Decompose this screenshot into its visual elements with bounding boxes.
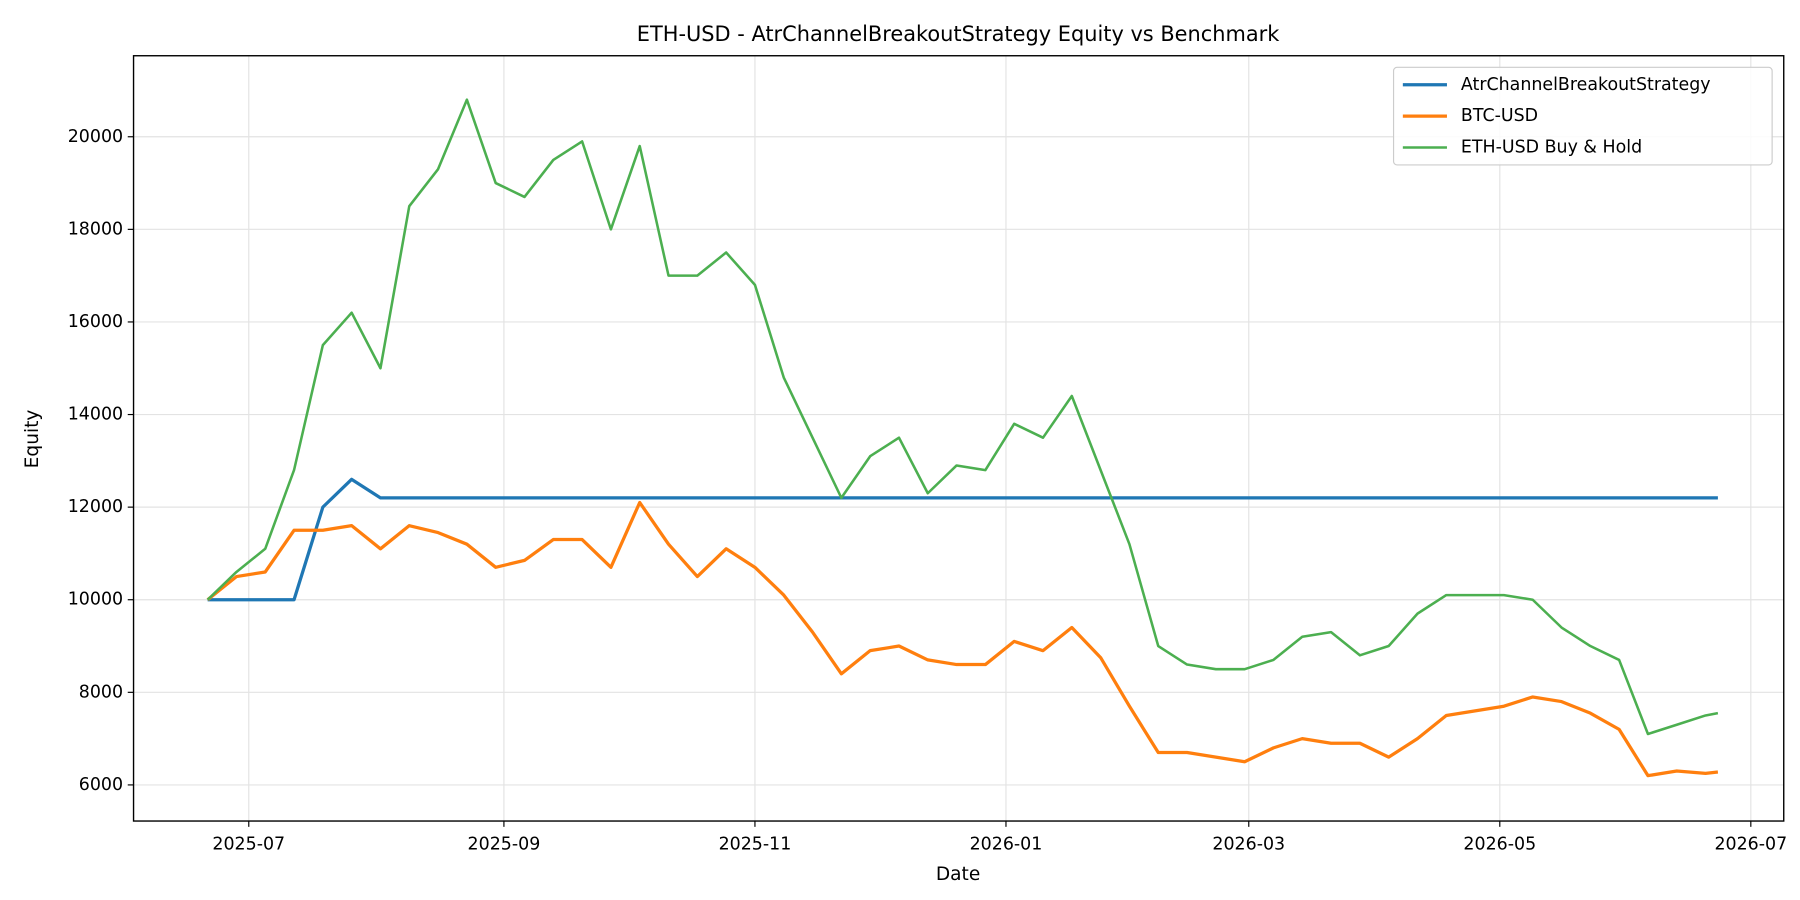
x-tick-label: 2025-07 — [212, 834, 285, 854]
series-line — [206, 500, 1719, 778]
y-axis-label: Equity — [22, 410, 43, 469]
plot-frame — [132, 55, 1785, 822]
y-tick-label: 6000 — [79, 775, 123, 795]
y-tick-label: 16000 — [68, 312, 123, 332]
y-tick-label: 10000 — [68, 590, 123, 610]
chart-title: ETH-USD - AtrChannelBreakoutStrategy Equ… — [637, 22, 1280, 46]
x-tick-label: 2025-09 — [468, 834, 541, 854]
series-line — [206, 98, 1719, 736]
x-tick-label: 2026-01 — [970, 834, 1043, 854]
y-tick-label: 14000 — [68, 405, 123, 425]
y-tick-label: 20000 — [68, 127, 123, 147]
x-tick-label: 2026-03 — [1212, 834, 1285, 854]
x-tick-label: 2026-07 — [1714, 834, 1787, 854]
legend-label: BTC-USD — [1461, 106, 1538, 126]
legend-label: AtrChannelBreakoutStrategy — [1461, 75, 1711, 95]
x-axis-label: Date — [936, 864, 980, 885]
legend-label: ETH-USD Buy & Hold — [1461, 137, 1642, 157]
y-tick-label: 8000 — [79, 682, 123, 702]
y-tick-label: 12000 — [68, 497, 123, 517]
legend: AtrChannelBreakoutStrategy BTC-USD ETH-USD… — [1392, 66, 1773, 166]
x-tick-label: 2025-11 — [719, 834, 792, 854]
series-line — [207, 477, 1718, 602]
legend-box — [1392, 66, 1773, 166]
y-tick-label: 18000 — [68, 219, 123, 239]
x-tick-label: 2026-05 — [1463, 834, 1536, 854]
